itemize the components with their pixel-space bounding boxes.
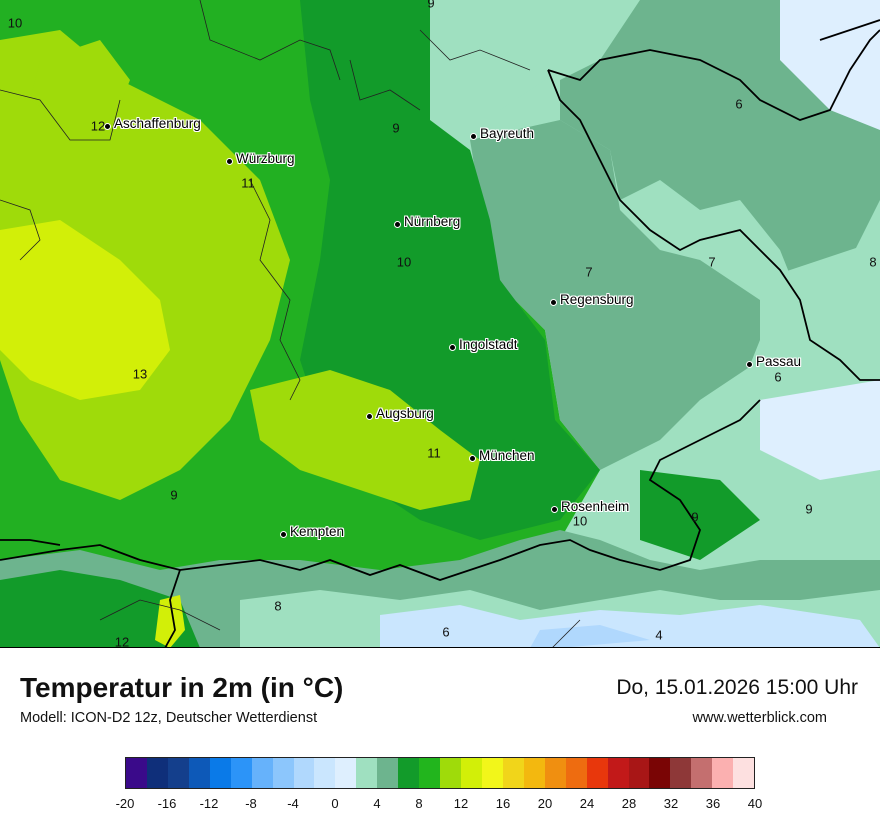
legend-swatch	[670, 758, 692, 788]
legend-swatch	[146, 758, 168, 788]
legend-tick-label: -16	[157, 796, 177, 811]
temperature-field	[0, 0, 880, 648]
map-divider	[0, 647, 880, 648]
temperature-value: 6	[442, 624, 450, 640]
legend-swatch	[377, 758, 399, 788]
legend-swatch	[607, 758, 629, 788]
legend-swatch	[314, 758, 336, 788]
legend-swatch	[481, 758, 503, 788]
legend-tick-label: 32	[663, 796, 679, 811]
legend-tick-label: 8	[415, 796, 423, 811]
legend-tick-label: -8	[245, 796, 257, 811]
legend-swatch	[398, 758, 420, 788]
legend-tick-label: -12	[199, 796, 219, 811]
temperature-value: 4	[655, 627, 663, 643]
temperature-value: 8	[869, 254, 877, 270]
website-link[interactable]: www.wetterblick.com	[692, 710, 827, 726]
legend-swatch	[293, 758, 315, 788]
legend-tick-label: -20	[115, 796, 135, 811]
legend-swatch	[649, 758, 671, 788]
city-label: Regensburg	[560, 292, 634, 307]
legend-tick-label: 20	[537, 796, 553, 811]
temperature-value: 6	[774, 369, 782, 385]
legend-tick-label: 12	[453, 796, 469, 811]
legend-tick-label: 40	[747, 796, 763, 811]
legend-swatch	[126, 758, 147, 788]
legend-swatch	[419, 758, 441, 788]
city-label: Nürnberg	[404, 214, 461, 229]
map-title: Temperatur in 2m (in °C)	[20, 672, 344, 703]
legend-tick-label: 4	[373, 796, 381, 811]
legend-tick-label: 28	[621, 796, 637, 811]
legend-swatch	[272, 758, 294, 788]
legend-swatch	[712, 758, 734, 788]
city-label: Bayreuth	[480, 126, 535, 141]
city-label: Rosenheim	[561, 499, 630, 514]
legend-swatch	[733, 758, 755, 788]
city-label: Ingolstadt	[459, 337, 518, 352]
temperature-value: 9	[805, 501, 813, 517]
legend-swatch	[628, 758, 650, 788]
temperature-value: 10	[7, 15, 23, 31]
legend-swatch	[335, 758, 357, 788]
legend-tick-label: 16	[495, 796, 511, 811]
legend-swatch	[251, 758, 273, 788]
legend-tick-label: 24	[579, 796, 595, 811]
temperature-value: 9	[691, 509, 699, 525]
color-scale-ticks: -20 -16 -12 -8 -4 0 4 8 12 16 20 24 28 32 36 40	[116, 796, 763, 814]
legend-tick-label: -4	[287, 796, 299, 811]
legend-swatch	[586, 758, 608, 788]
temperature-value: 9	[427, 0, 435, 11]
legend-swatch	[544, 758, 566, 788]
city-label: Augsburg	[376, 406, 434, 421]
temperature-value: 12	[114, 634, 130, 649]
model-source: Modell: ICON-D2 12z, Deutscher Wetterdie…	[20, 710, 318, 726]
color-scale-legend	[125, 757, 755, 789]
city-label: Kempten	[290, 524, 345, 539]
legend-swatch	[523, 758, 545, 788]
temperature-value: 9	[170, 487, 178, 503]
legend-swatch	[502, 758, 524, 788]
legend-swatch	[167, 758, 189, 788]
legend-swatch	[356, 758, 378, 788]
legend-swatch	[230, 758, 252, 788]
forecast-datetime: Do, 15.01.2026 15:00 Uhr	[616, 676, 858, 699]
temperature-value: 13	[132, 366, 148, 382]
legend-swatch	[209, 758, 231, 788]
temperature-value: 12	[90, 118, 106, 134]
temperature-value: 11	[427, 445, 441, 461]
temperature-value: 7	[585, 264, 593, 280]
temperature-map: Aschaffenburg Würzburg Bayreuth Nürnberg…	[0, 0, 880, 648]
temperature-value: 8	[274, 598, 282, 614]
temperature-value: 10	[572, 513, 588, 529]
legend-swatch	[440, 758, 461, 788]
legend-swatch	[565, 758, 587, 788]
legend-swatch	[188, 758, 210, 788]
city-label: Würzburg	[236, 151, 295, 166]
city-label: München	[479, 448, 535, 463]
legend-swatch	[691, 758, 713, 788]
temperature-value: 9	[392, 120, 400, 136]
city-label: Passau	[756, 354, 802, 369]
temperature-value: 6	[735, 96, 743, 112]
city-label: Aschaffenburg	[114, 116, 201, 131]
legend-swatch	[461, 758, 482, 788]
temperature-value: 7	[708, 254, 716, 270]
temperature-value: 10	[396, 254, 412, 270]
legend-tick-label: 0	[331, 796, 339, 811]
temperature-value: 11	[241, 175, 255, 191]
legend-tick-label: 36	[705, 796, 721, 811]
